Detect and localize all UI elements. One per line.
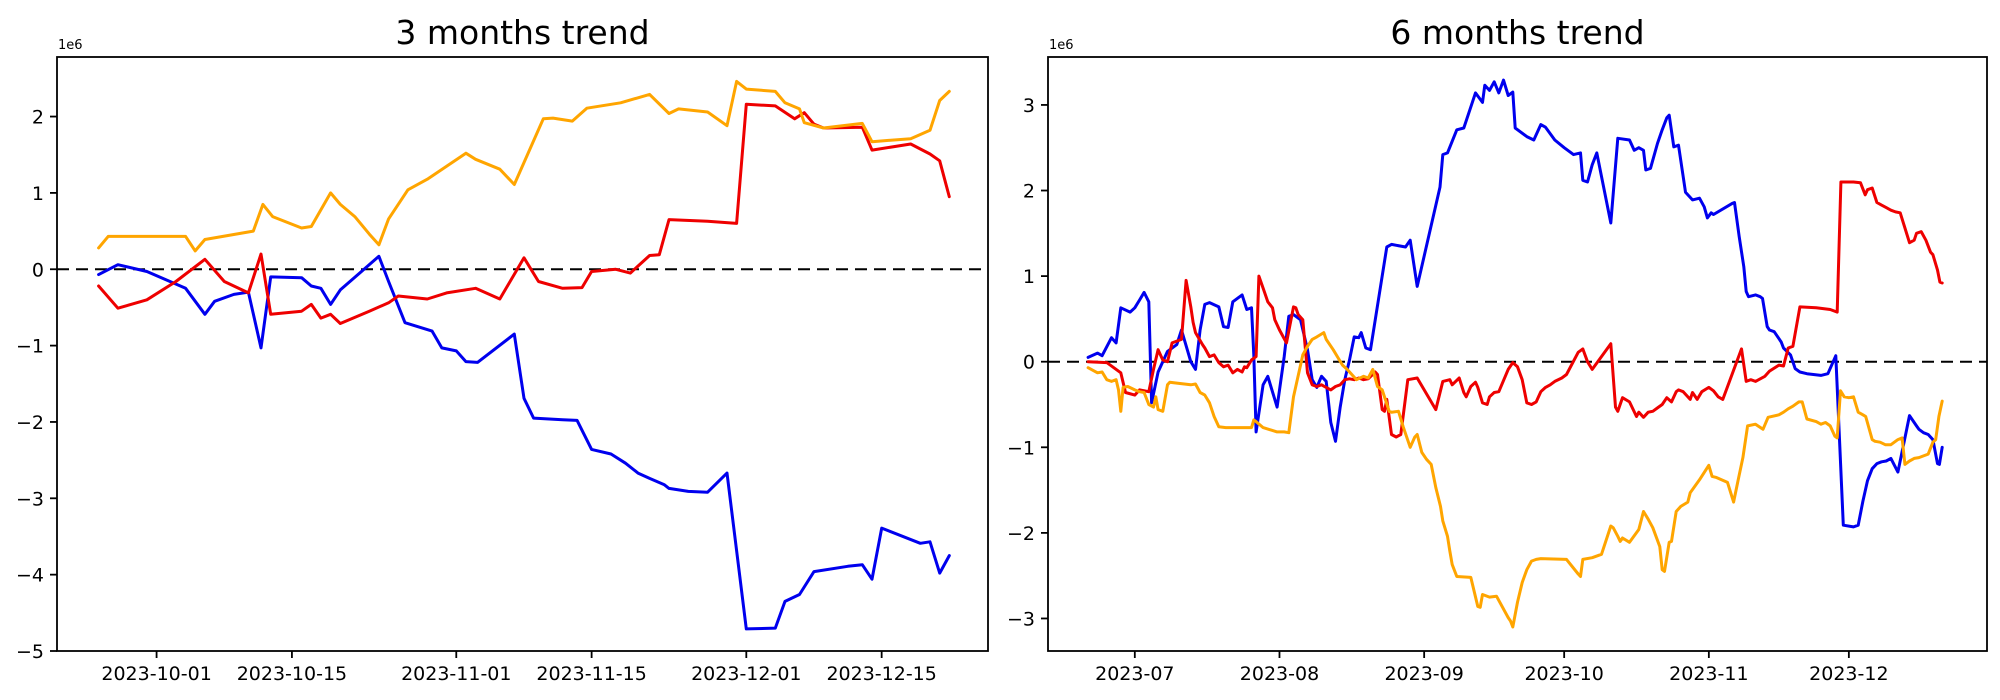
series-line-red xyxy=(97,102,951,325)
y-tick-label: 2 xyxy=(1023,181,1035,203)
series-group xyxy=(1086,78,1944,629)
y-tick-label: 2 xyxy=(32,107,44,129)
series-line-blue xyxy=(97,254,951,631)
y-axis-offset-label: 1e6 xyxy=(1049,38,1074,53)
y-tick-label: 0 xyxy=(1023,352,1035,374)
y-tick-label: 1 xyxy=(32,183,44,205)
series-group xyxy=(97,79,951,631)
y-tick-label: −1 xyxy=(16,336,44,358)
y-axis-offset-label: 1e6 xyxy=(58,38,83,53)
x-tick-label: 2023-10-01 xyxy=(101,663,211,685)
y-tick-label: −1 xyxy=(1007,437,1035,459)
y-tick-label: −3 xyxy=(1007,608,1035,630)
x-tick-label: 2023-10-15 xyxy=(237,663,347,685)
y-tick-label: −3 xyxy=(16,488,44,510)
x-tick-label: 2023-12-15 xyxy=(826,663,936,685)
x-tick-label: 2023-11-15 xyxy=(536,663,646,685)
x-tick-label: 2023-11 xyxy=(1669,663,1748,685)
x-tick-label: 2023-07 xyxy=(1095,663,1174,685)
chart-title: 3 months trend xyxy=(395,13,649,52)
y-tick-label: −2 xyxy=(16,412,44,434)
chart-title: 6 months trend xyxy=(1390,13,1644,52)
x-tick-label: 2023-11-01 xyxy=(401,663,511,685)
series-line-orange xyxy=(1086,331,1944,629)
y-tick-label: −5 xyxy=(16,641,44,663)
series-line-orange xyxy=(97,79,951,253)
axes-spines xyxy=(56,56,989,652)
y-tick-label: −2 xyxy=(1007,523,1035,545)
series-line-blue xyxy=(1086,78,1944,529)
x-tick-label: 2023-08 xyxy=(1240,663,1319,685)
series-line-red xyxy=(1086,180,1944,439)
y-tick-label: 0 xyxy=(32,259,44,281)
x-tick-label: 2023-12-01 xyxy=(691,663,801,685)
x-tick-label: 2023-12 xyxy=(1809,663,1888,685)
y-tick-label: −4 xyxy=(16,565,44,587)
y-tick-label: 3 xyxy=(1023,95,1035,117)
x-tick-label: 2023-10 xyxy=(1524,663,1603,685)
x-tick-label: 2023-09 xyxy=(1384,663,1463,685)
axes-spines xyxy=(1047,56,1988,652)
y-tick-label: 1 xyxy=(1023,266,1035,288)
